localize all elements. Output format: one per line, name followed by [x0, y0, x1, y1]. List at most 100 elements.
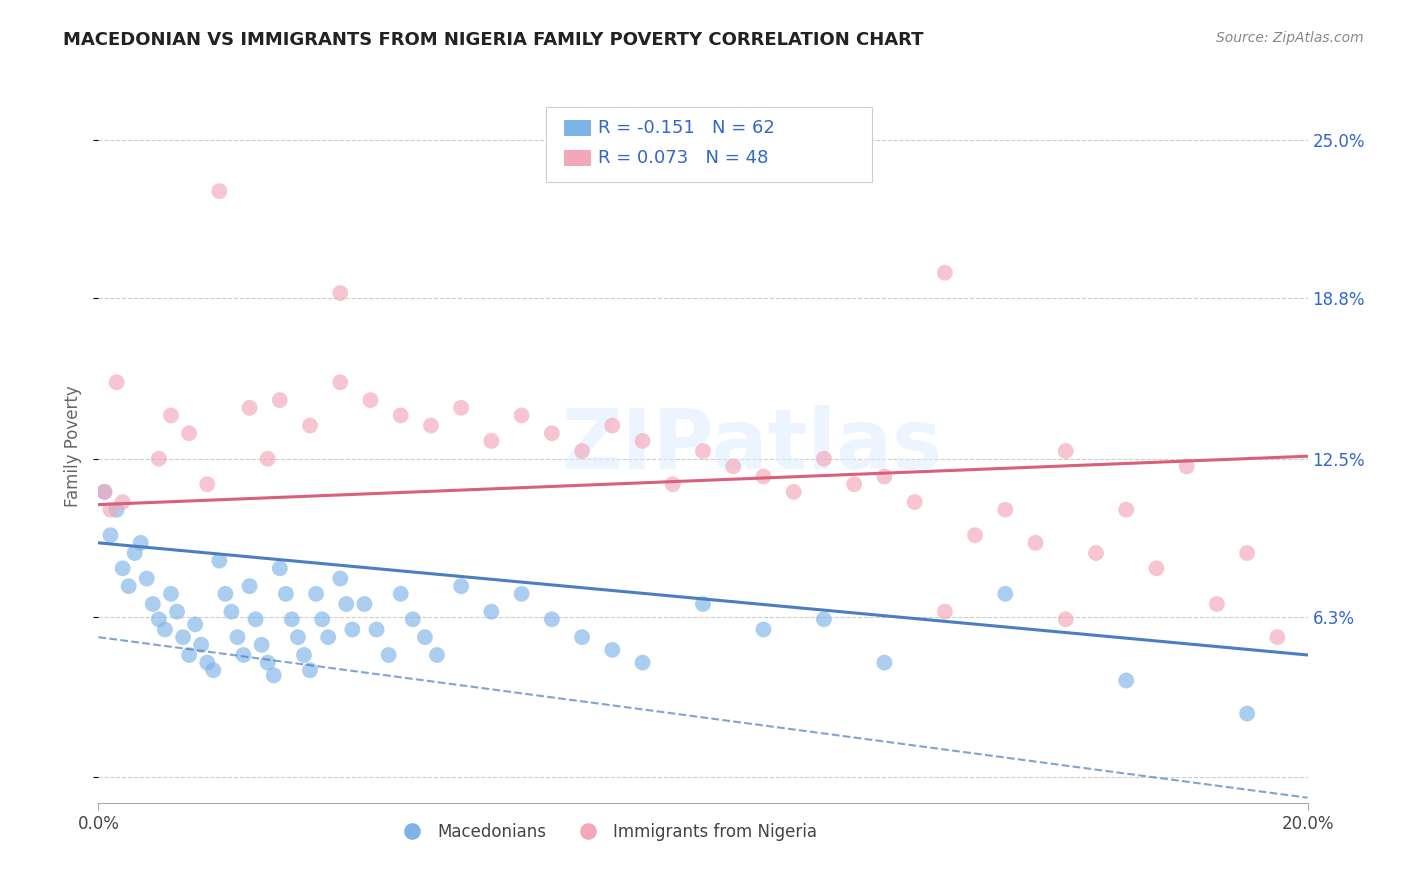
- Point: [965, 528, 987, 542]
- Point: [510, 409, 533, 423]
- Point: [335, 597, 357, 611]
- Point: [413, 630, 436, 644]
- Point: [148, 612, 170, 626]
- Point: [342, 623, 364, 637]
- Point: [195, 656, 218, 670]
- Point: [692, 597, 714, 611]
- Point: [329, 376, 352, 390]
- Text: Source: ZipAtlas.com: Source: ZipAtlas.com: [1216, 31, 1364, 45]
- Point: [250, 638, 273, 652]
- Point: [353, 597, 375, 611]
- Point: [153, 623, 176, 637]
- Point: [208, 554, 231, 568]
- Point: [1024, 536, 1046, 550]
- Point: [166, 605, 188, 619]
- Point: [540, 612, 562, 626]
- Point: [263, 668, 285, 682]
- Point: [93, 484, 115, 499]
- Point: [934, 605, 956, 619]
- Point: [105, 502, 128, 516]
- Point: [1085, 546, 1108, 560]
- Point: [510, 587, 533, 601]
- Point: [994, 587, 1017, 601]
- Point: [281, 612, 304, 626]
- Point: [232, 648, 254, 662]
- Point: [124, 546, 146, 560]
- Point: [377, 648, 399, 662]
- Point: [994, 502, 1017, 516]
- Point: [135, 572, 157, 586]
- Point: [934, 266, 956, 280]
- Point: [299, 418, 322, 433]
- Point: [402, 612, 425, 626]
- Point: [540, 426, 562, 441]
- Y-axis label: Family Poverty: Family Poverty: [65, 385, 83, 507]
- Point: [329, 572, 352, 586]
- Point: [105, 376, 128, 390]
- Point: [1115, 502, 1137, 516]
- Point: [305, 587, 328, 601]
- Point: [1115, 673, 1137, 688]
- FancyBboxPatch shape: [564, 150, 591, 166]
- Point: [752, 469, 775, 483]
- Text: R = 0.073   N = 48: R = 0.073 N = 48: [598, 149, 768, 167]
- Point: [184, 617, 207, 632]
- Point: [179, 426, 201, 441]
- Point: [426, 648, 449, 662]
- Point: [631, 656, 654, 670]
- Point: [118, 579, 141, 593]
- Point: [602, 418, 624, 433]
- Point: [360, 393, 382, 408]
- Point: [111, 495, 134, 509]
- Point: [813, 451, 835, 466]
- Point: [904, 495, 927, 509]
- Point: [221, 605, 243, 619]
- Point: [783, 484, 806, 499]
- Point: [226, 630, 249, 644]
- Point: [450, 579, 472, 593]
- FancyBboxPatch shape: [564, 120, 591, 136]
- Point: [692, 444, 714, 458]
- Point: [450, 401, 472, 415]
- Point: [245, 612, 267, 626]
- Point: [752, 623, 775, 637]
- Point: [723, 459, 745, 474]
- Point: [160, 409, 183, 423]
- Text: R = -0.151   N = 62: R = -0.151 N = 62: [598, 119, 775, 136]
- Point: [1054, 612, 1077, 626]
- Point: [214, 587, 236, 601]
- Point: [1175, 459, 1198, 474]
- Point: [602, 643, 624, 657]
- Point: [269, 561, 291, 575]
- FancyBboxPatch shape: [546, 107, 872, 182]
- Point: [1236, 546, 1258, 560]
- Point: [420, 418, 443, 433]
- Point: [100, 502, 122, 516]
- Point: [179, 648, 201, 662]
- Point: [239, 579, 262, 593]
- Point: [389, 409, 412, 423]
- Point: [1236, 706, 1258, 721]
- Point: [292, 648, 315, 662]
- Point: [311, 612, 333, 626]
- Point: [148, 451, 170, 466]
- Point: [1054, 444, 1077, 458]
- Point: [873, 469, 896, 483]
- Point: [571, 630, 593, 644]
- Point: [631, 434, 654, 448]
- Point: [389, 587, 412, 601]
- Point: [172, 630, 194, 644]
- Point: [481, 605, 503, 619]
- Point: [316, 630, 339, 644]
- Point: [142, 597, 165, 611]
- Point: [481, 434, 503, 448]
- Point: [93, 484, 115, 499]
- Point: [195, 477, 218, 491]
- Point: [202, 663, 225, 677]
- Legend: Macedonians, Immigrants from Nigeria: Macedonians, Immigrants from Nigeria: [389, 817, 824, 848]
- Point: [366, 623, 388, 637]
- Point: [571, 444, 593, 458]
- Point: [1267, 630, 1289, 644]
- Point: [287, 630, 309, 644]
- Point: [299, 663, 322, 677]
